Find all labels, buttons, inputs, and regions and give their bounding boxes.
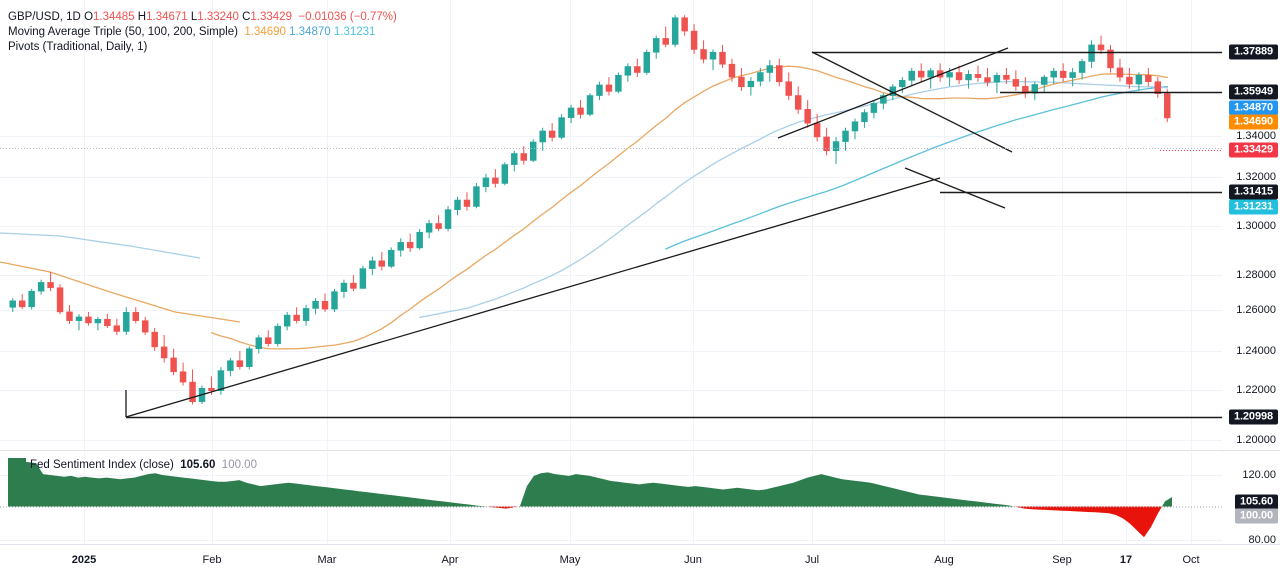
indicator-tick-label: 120.00 <box>1242 469 1276 481</box>
indicator-baseline: 100.00 <box>221 459 257 471</box>
price-tag[interactable]: 1.33429 <box>1228 142 1278 158</box>
indicator-legend-row[interactable]: Fed Sentiment Index (close) 105.60 100.0… <box>30 458 257 473</box>
indicator-tag[interactable]: 105.60 <box>1234 494 1278 510</box>
legend-row-ma[interactable]: Moving Average Triple (50, 100, 200, Sim… <box>8 25 397 40</box>
time-tick-label: 17 <box>1119 554 1133 566</box>
ohlc-high-value: 1.34671 <box>146 11 188 23</box>
price-axis[interactable]: 1.34000 1.32000 1.30000 1.28000 1.26000 1.240… <box>1222 0 1280 450</box>
time-tick-label: May <box>559 554 581 566</box>
price-chart-svg <box>0 0 1222 450</box>
pane-divider <box>0 450 1280 451</box>
indicator-pane[interactable] <box>0 452 1222 544</box>
ohlc-close-key: C <box>242 11 251 23</box>
change-value: −0.01036 <box>298 11 347 23</box>
price-tag[interactable]: 1.20998 <box>1228 409 1278 425</box>
indicator-svg <box>0 452 1222 544</box>
pivots-title: Pivots (Traditional, Daily, 1) <box>8 41 148 53</box>
time-axis[interactable]: 2025 Feb Mar Apr May Jun Jul Aug Sep 17 Oct <box>0 544 1280 579</box>
time-tick-label: Aug <box>934 554 954 566</box>
price-tick-label: 1.30000 <box>1236 220 1276 232</box>
ma100-value: 1.34870 <box>289 26 331 38</box>
symbol-label: GBP/USD, 1D <box>8 11 81 23</box>
ohlc-open-key: O <box>84 11 94 23</box>
price-tag[interactable]: 1.31231 <box>1228 199 1278 215</box>
time-tick-label: Oct <box>1182 554 1200 566</box>
ohlc-low-value: 1.33240 <box>197 11 239 23</box>
ohlc-close-value: 1.33429 <box>250 11 292 23</box>
price-tag[interactable]: 1.37889 <box>1228 44 1278 60</box>
ohlc-high-key: H <box>137 11 147 23</box>
time-tick-label: Apr <box>441 554 459 566</box>
legend-row-symbol[interactable]: GBP/USD, 1D O1.34485 H1.34671 L1.33240 C… <box>8 10 397 25</box>
time-tick-label: Mar <box>317 554 337 566</box>
indicator-axis[interactable]: 120.00 80.00 105.60 100.00 <box>1222 452 1280 546</box>
chart-legend: GBP/USD, 1D O1.34485 H1.34671 L1.33240 C… <box>8 10 397 55</box>
price-tick-label: 1.26000 <box>1236 304 1276 316</box>
price-tick-label: 1.34000 <box>1236 130 1276 142</box>
price-tick-label: 1.24000 <box>1236 345 1276 357</box>
time-tick-label: Jul <box>804 554 820 566</box>
time-tick-label: 2025 <box>71 554 97 566</box>
indicator-title: Fed Sentiment Index (close) <box>30 459 174 471</box>
time-tick-label: Jun <box>684 554 702 566</box>
price-tag[interactable]: 1.31415 <box>1228 184 1278 200</box>
price-chart-pane[interactable] <box>0 0 1222 450</box>
indicator-value: 105.60 <box>180 459 216 471</box>
ohlc-low-key: L <box>190 11 198 23</box>
indicator-legend: Fed Sentiment Index (close) 105.60 100.0… <box>30 458 257 473</box>
indicator-tag[interactable]: 100.00 <box>1234 508 1278 524</box>
price-tick-label: 1.22000 <box>1236 384 1276 396</box>
time-tick-label: Feb <box>202 554 222 566</box>
price-tag[interactable]: 1.34690 <box>1228 114 1278 130</box>
ma-title: Moving Average Triple (50, 100, 200, Sim… <box>8 26 238 38</box>
price-tag[interactable]: 1.34870 <box>1228 100 1278 116</box>
legend-row-pivots[interactable]: Pivots (Traditional, Daily, 1) <box>8 40 397 55</box>
ma200-value: 1.31231 <box>333 26 376 38</box>
change-percent: (−0.77%) <box>349 11 397 23</box>
price-tick-label: 1.20000 <box>1236 434 1276 446</box>
ma50-value: 1.34690 <box>244 26 286 38</box>
ohlc-open-value: 1.34485 <box>93 11 135 23</box>
indicator-color-swatch <box>8 458 26 470</box>
price-tick-label: 1.28000 <box>1236 269 1276 281</box>
price-tick-label: 1.32000 <box>1236 171 1276 183</box>
price-tag[interactable]: 1.35949 <box>1228 84 1278 100</box>
indicator-tick-label: 80.00 <box>1248 534 1276 546</box>
time-tick-label: Sep <box>1052 554 1072 566</box>
